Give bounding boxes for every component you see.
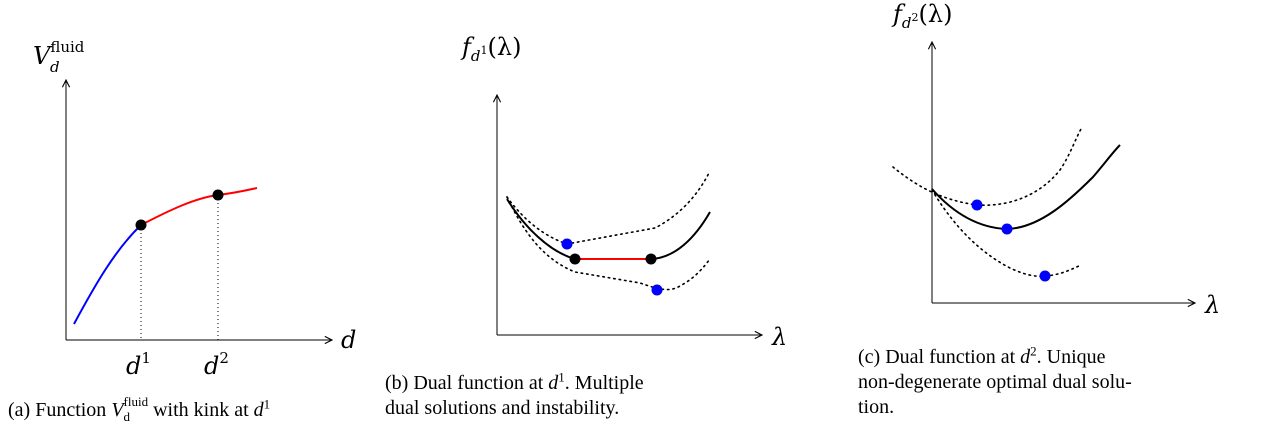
panel-b-segment-end-left: [569, 253, 581, 265]
panel-c-upper-dotted-curve: [892, 128, 1082, 206]
caption-a: (a) Function Vfluid d with kink at d1: [8, 394, 271, 424]
panel-a: Vfluid d d d1 d2: [33, 38, 356, 380]
panel-c-upper-min-point: [971, 199, 983, 211]
caption-c-line-1: (c) Dual function at d2. Unique: [858, 343, 1106, 368]
panel-c-lower-min-point: [1039, 270, 1051, 282]
panel-b-dual-curve-right: [650, 211, 711, 260]
panel-c-lower-dotted-curve: [931, 189, 1082, 278]
panel-b: fd1(λ) λ: [460, 33, 787, 351]
caption-b: (b) Dual function at d1. Multiple dual s…: [385, 369, 815, 421]
panel-a-kink-point-1: [135, 219, 147, 231]
panel-b-upper-min-point: [561, 238, 573, 250]
panel-b-lower-dotted-curve: [506, 196, 711, 291]
panel-c-y-label: fd2(λ): [891, 0, 952, 32]
caption-c: (c) Dual function at d2. Unique non-dege…: [858, 343, 1248, 420]
panel-c-x-label: λ: [1204, 291, 1220, 319]
caption-c-line-3: tion.: [858, 396, 895, 418]
panel-b-upper-dotted-curve: [506, 170, 711, 245]
panel-b-dual-curve-left: [506, 198, 576, 260]
panel-a-kink-point-2: [212, 189, 224, 201]
panel-a-y-label: Vfluid: [33, 38, 85, 70]
panel-a-y-label-sub: d: [50, 58, 60, 76]
panel-c-dual-curve: [931, 144, 1121, 231]
panel-c: fd2(λ) λ: [891, 0, 1220, 319]
panel-b-segment-end-right: [645, 253, 657, 265]
caption-c-line-2: non-degenerate optimal dual solu-: [858, 371, 1132, 393]
panel-a-x-label: d: [341, 326, 356, 354]
panel-b-lower-min-point: [651, 284, 663, 296]
panel-a-tick-d2: d2: [204, 349, 229, 380]
panel-b-y-label: fd1(λ): [460, 33, 521, 65]
caption-b-line-2: dual solutions and instability.: [385, 397, 620, 419]
caption-b-line-1: (b) Dual function at d1. Multiple: [385, 369, 644, 394]
panel-a-curve-before-kink: [73, 224, 142, 325]
panel-a-curve-after-kink: [140, 187, 258, 226]
panel-c-optimal-point: [1001, 223, 1013, 235]
panel-a-tick-d1: d1: [126, 349, 151, 380]
panel-b-x-label: λ: [771, 323, 787, 351]
